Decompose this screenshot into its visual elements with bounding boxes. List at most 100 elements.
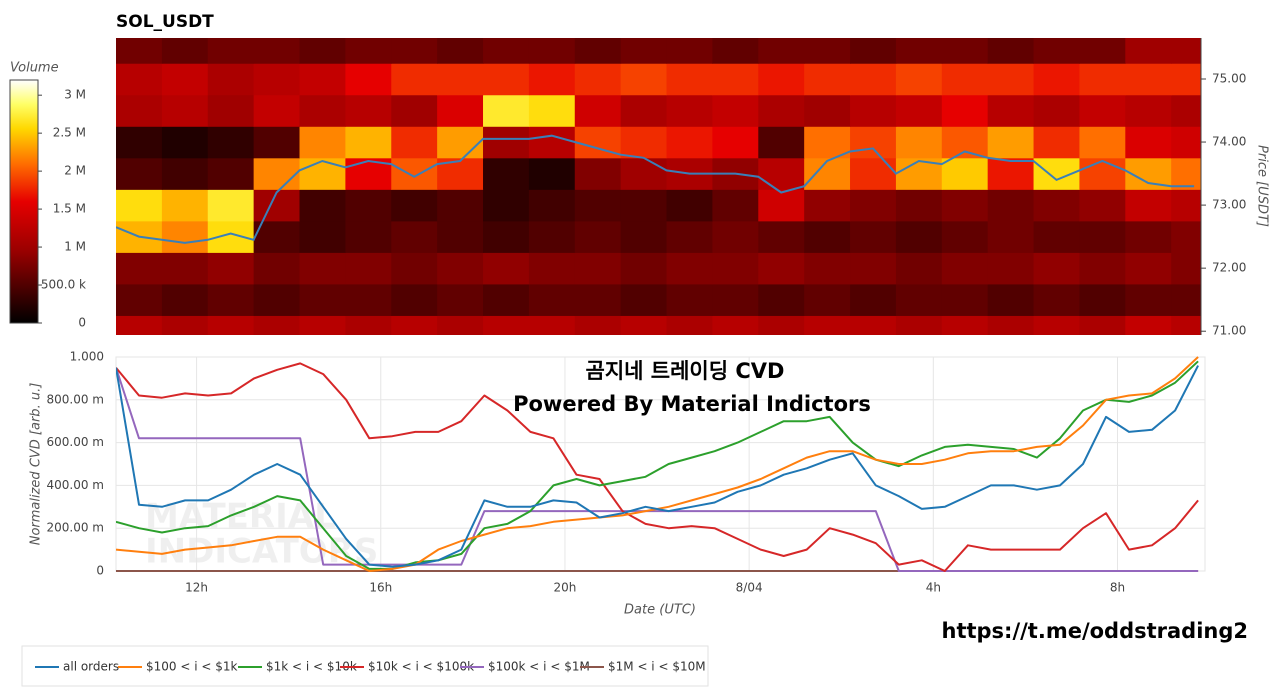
y-tick-label: 0 [96,564,104,578]
heat-cell [391,220,438,253]
heat-cell [345,283,392,316]
heat-cell [850,252,897,285]
heat-cell [253,220,301,253]
heat-cell [712,94,759,127]
heat-cell [1125,252,1172,285]
heat-cell [574,252,622,285]
x-tick-label: 8/04 [736,581,763,595]
heat-cell [804,283,851,316]
legend-label: all orders [63,660,119,674]
y-tick-label: 71.00 [1212,324,1246,338]
heat-cell [528,252,576,285]
heat-cell [895,315,943,335]
y-tick-label: 400.00 m [47,478,105,492]
heat-cell [1125,63,1172,96]
heat-cell [528,283,576,316]
heat-cell [437,315,484,335]
heat-cell [116,283,163,316]
heat-cell [161,220,209,253]
heat-cell [161,63,209,96]
heat-cell [528,38,576,64]
heat-cell [116,38,163,64]
heat-cell [207,252,255,285]
heat-cell [620,94,668,127]
heat-cell [437,252,484,285]
heat-cell [850,220,897,253]
heat-cell [987,315,1035,335]
heat-cell [941,157,989,190]
heat-cell [574,94,622,127]
heat-cell [345,94,392,127]
footer-link[interactable]: https://t.me/oddstrading2 [942,619,1249,643]
heat-cell [620,157,668,190]
annotation: 곰지네 트레이딩 CVD [586,359,785,383]
heat-cell [987,63,1035,96]
heat-cell [391,94,438,127]
heat-cell [161,315,209,335]
heat-cell [895,252,943,285]
legend-label: $10k < i < $100k [368,660,474,674]
heat-cell [895,126,943,159]
heat-cell [620,252,668,285]
heat-cell [574,220,622,253]
heat-cell [941,220,989,253]
heat-cell [437,189,484,222]
heat-cell [712,126,759,159]
x-tick-label: 12h [185,581,208,595]
heat-cell [666,189,713,222]
heat-cell [1079,189,1126,222]
heat-cell [758,220,805,253]
heat-cell [299,315,346,335]
heat-cell [483,94,530,127]
heat-cell [941,126,989,159]
heat-cell [528,126,576,159]
heat-cell [1171,126,1201,159]
heat-cell [299,126,346,159]
heat-cell [483,315,530,335]
heat-cell [574,63,622,96]
heat-cell [1079,252,1126,285]
legend-items: all orders $100 < i < $1k $1k < i < $10k $1… [35,660,706,674]
heat-cell [804,63,851,96]
annotation: Powered By Material Indictors [513,392,871,416]
heat-cell [574,189,622,222]
heat-cell [895,220,943,253]
heat-cell [987,157,1035,190]
heat-cell [895,189,943,222]
heat-cell [1033,94,1080,127]
colorbar [9,79,39,324]
y-tick-label: 72.00 [1212,261,1246,275]
heat-cell [712,283,759,316]
heat-cell [1079,157,1126,190]
heat-cell [620,220,668,253]
heat-cell [253,63,301,96]
heat-cell [345,315,392,335]
x-tick-label: 8h [1110,581,1125,595]
heat-cell [161,252,209,285]
heat-cell [345,126,392,159]
heat-cell [483,38,530,64]
heat-cell [987,189,1035,222]
heat-cell [483,126,530,159]
heat-cell [1171,157,1201,190]
heat-cell [1125,220,1172,253]
heat-cell [987,126,1035,159]
heat-cell [850,126,897,159]
heat-cell [804,38,851,64]
heat-cell [804,252,851,285]
price-line [116,134,1195,244]
heat-cell [299,63,346,96]
heat-cell [391,252,438,285]
heat-cell [437,283,484,316]
heat-cell [574,157,622,190]
heat-cell [620,38,668,64]
heat-cell [850,94,897,127]
colorbar-title: Volume [10,61,59,76]
heat-cell [941,283,989,316]
heat-cell [1079,126,1126,159]
y-axis-title: Normalized CVD [arb. u.] [29,383,44,546]
heat-cell [758,63,805,96]
heat-cell [116,94,163,127]
heat-cell [666,220,713,253]
